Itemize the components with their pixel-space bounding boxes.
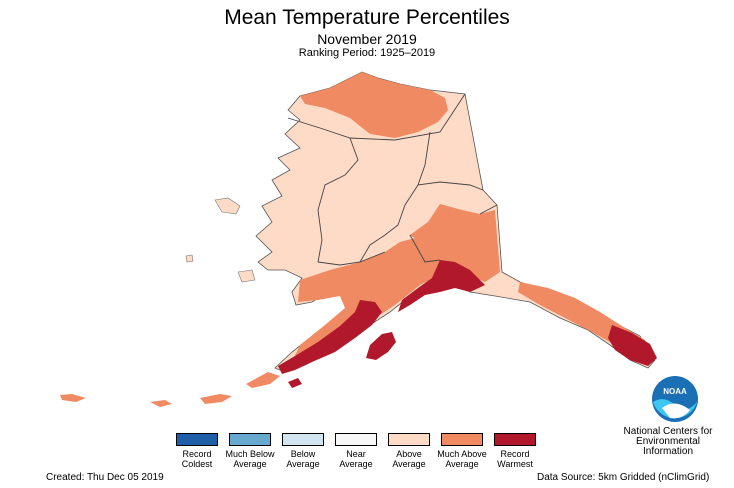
legend-swatch <box>388 433 430 446</box>
region-pribilof <box>185 254 194 263</box>
org-line-3: Information <box>642 446 694 457</box>
region-st-lawrence <box>214 197 241 215</box>
legend-swatch <box>229 433 271 446</box>
org-line-1: National Centers for <box>623 426 713 437</box>
region-alaska-peninsula <box>278 300 382 374</box>
legend-item: Much Above Average <box>435 433 489 469</box>
org-name: National Centers for Environmental Infor… <box>618 427 718 457</box>
legend-label: Much Below Average <box>225 449 275 469</box>
legend-swatch <box>441 433 483 446</box>
legend-item: Near Average <box>329 433 383 469</box>
region-nunivak <box>237 269 256 283</box>
region-aleutians-far <box>60 394 86 402</box>
map-subtitle: November 2019 <box>317 31 417 47</box>
legend-label: Much Above Average <box>437 449 487 469</box>
legend-item: Much Below Average <box>223 433 277 469</box>
legend-swatch <box>494 433 536 446</box>
region-south-panhandle <box>608 325 657 366</box>
legend-item: Above Average <box>382 433 436 469</box>
created-date: Created: Thu Dec 05 2019 <box>46 472 164 483</box>
climate-division-lines <box>287 93 498 266</box>
legend-label: Near Average <box>339 449 373 469</box>
region-northeast-gulf <box>398 260 485 312</box>
region-north-slope <box>300 72 448 138</box>
region-kodiak <box>366 332 396 360</box>
legend-label: Record Warmest <box>497 449 533 469</box>
region-aleutians-mid <box>200 394 232 404</box>
ranking-period: Ranking Period: 1925–2019 <box>298 47 436 59</box>
region-bristol-bay <box>292 238 452 362</box>
legend-label: Record Coldest <box>181 449 213 469</box>
region-aleutians-record <box>288 378 302 388</box>
region-southeast-interior <box>410 204 500 282</box>
data-source: Data Source: 5km Gridded (nClimGrid) <box>537 472 710 483</box>
legend-label: Above Average <box>392 449 426 469</box>
map-title: Mean Temperature Percentiles <box>224 6 510 29</box>
region-aleutians-east <box>246 372 280 388</box>
legend-item: Below Average <box>276 433 330 469</box>
noaa-logo: NOAA <box>652 376 698 422</box>
region-aleutians-west <box>150 400 172 407</box>
legend-swatch <box>282 433 324 446</box>
org-line-2: Environmental <box>636 436 700 447</box>
legend-label: Below Average <box>286 449 320 469</box>
legend-swatch <box>335 433 377 446</box>
legend-swatch <box>176 433 218 446</box>
legend-item: Record Coldest <box>170 433 224 469</box>
noaa-logo-text: NOAA <box>663 387 687 396</box>
legend-item: Record Warmest <box>488 433 542 469</box>
